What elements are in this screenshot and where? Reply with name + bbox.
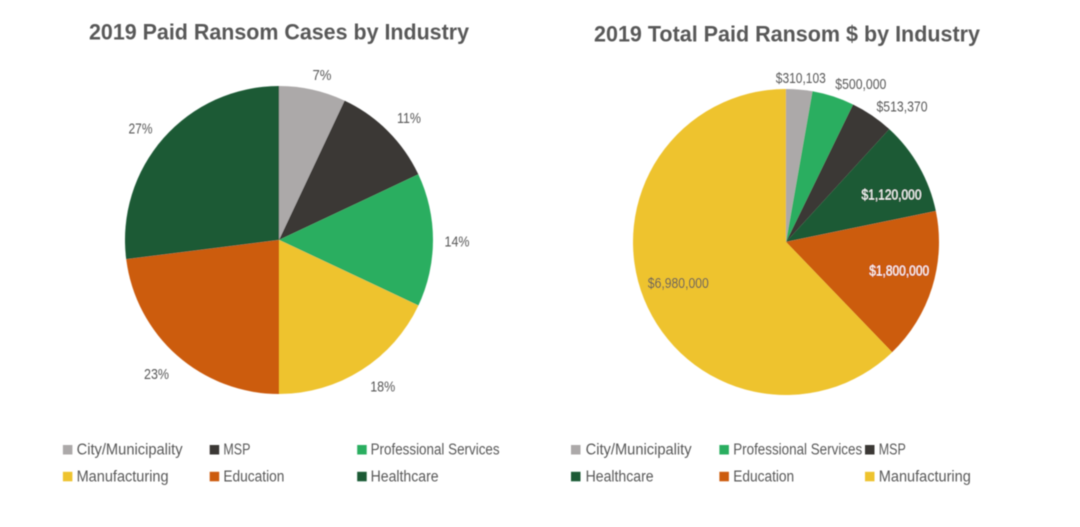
svg-text:$6,980,000: $6,980,000 bbox=[648, 276, 709, 292]
svg-text:Manufacturing: Manufacturing bbox=[77, 468, 169, 485]
svg-text:7%: 7% bbox=[313, 68, 332, 84]
svg-text:$1,800,000: $1,800,000 bbox=[869, 264, 929, 280]
svg-text:$310,103: $310,103 bbox=[776, 71, 826, 87]
svg-text:23%: 23% bbox=[144, 367, 169, 383]
svg-text:14%: 14% bbox=[445, 234, 470, 250]
svg-text:2019 Total Paid Ransom $ by In: 2019 Total Paid Ransom $ by Industry bbox=[594, 21, 980, 46]
svg-text:Professional Services: Professional Services bbox=[371, 442, 500, 459]
svg-text:$513,370: $513,370 bbox=[877, 100, 928, 116]
svg-text:Professional Services: Professional Services bbox=[733, 442, 862, 459]
svg-text:MSP: MSP bbox=[879, 442, 906, 459]
svg-text:Education: Education bbox=[223, 468, 284, 485]
svg-text:18%: 18% bbox=[370, 380, 395, 396]
svg-text:27%: 27% bbox=[129, 121, 153, 137]
svg-text:$500,000: $500,000 bbox=[835, 77, 886, 93]
svg-text:MSP: MSP bbox=[223, 442, 250, 459]
svg-text:Healthcare: Healthcare bbox=[586, 468, 654, 485]
svg-text:Manufacturing: Manufacturing bbox=[879, 468, 971, 485]
svg-text:2019 Paid Ransom Cases by Indu: 2019 Paid Ransom Cases by Industry bbox=[89, 19, 469, 44]
svg-text:11%: 11% bbox=[397, 111, 421, 127]
svg-text:Education: Education bbox=[733, 468, 794, 485]
svg-text:City/Municipality: City/Municipality bbox=[586, 442, 692, 459]
svg-text:$1,120,000: $1,120,000 bbox=[862, 187, 922, 203]
svg-text:Healthcare: Healthcare bbox=[371, 468, 439, 485]
svg-text:City/Municipality: City/Municipality bbox=[77, 442, 183, 459]
